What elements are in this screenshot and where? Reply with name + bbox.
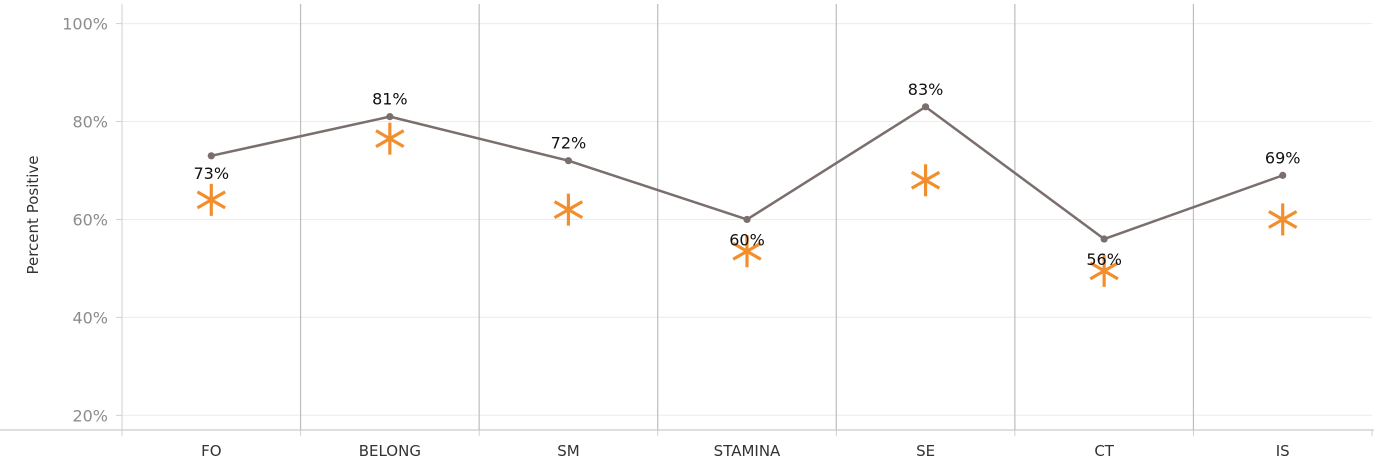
y-tick-label: 80%	[72, 113, 108, 132]
category-dividers	[299, 4, 1195, 430]
x-tick-label: IS	[1276, 442, 1290, 460]
asterisk-marker	[732, 235, 762, 268]
asterisk-marker	[1089, 254, 1119, 287]
asterisk-marker	[1268, 203, 1298, 236]
line-point	[1100, 235, 1108, 243]
y-axis: 20% 40% 60% 80% 100%	[62, 4, 123, 430]
x-axis: FO BELONG SM STAMINA SE CT IS	[0, 429, 1374, 460]
x-tick-label: SE	[916, 442, 935, 460]
line-point	[743, 215, 751, 224]
x-tick-label: SM	[557, 442, 579, 460]
data-label: 69%	[1265, 148, 1301, 167]
x-tick-label: STAMINA	[714, 442, 781, 460]
y-tick-label: 40%	[72, 308, 108, 327]
line-point	[1279, 171, 1287, 179]
y-tick-label: 60%	[72, 210, 108, 229]
line-point	[564, 157, 573, 165]
x-tick-label: FO	[201, 442, 221, 460]
series-layer: 73% 81% 72% 60% 83% 56% 69%	[194, 80, 1301, 287]
line-point	[207, 152, 215, 160]
data-label: 83%	[908, 80, 944, 99]
line-point	[921, 103, 930, 111]
asterisk-marker	[375, 122, 405, 155]
data-label: 81%	[372, 90, 408, 109]
asterisk-marker	[910, 164, 941, 197]
x-tick-label: CT	[1094, 442, 1114, 460]
x-tick-label: BELONG	[359, 442, 421, 460]
data-label: 72%	[551, 134, 587, 153]
y-axis-title: Percent Positive	[24, 155, 42, 274]
data-label: 60%	[729, 230, 765, 249]
y-tick-label: 100%	[62, 15, 108, 34]
asterisk-marker	[553, 193, 584, 226]
asterisk-marker	[196, 183, 226, 216]
y-tick-label: 20%	[72, 406, 108, 425]
data-label: 73%	[194, 164, 230, 183]
line-point	[386, 113, 394, 121]
data-label: 56%	[1086, 250, 1122, 269]
